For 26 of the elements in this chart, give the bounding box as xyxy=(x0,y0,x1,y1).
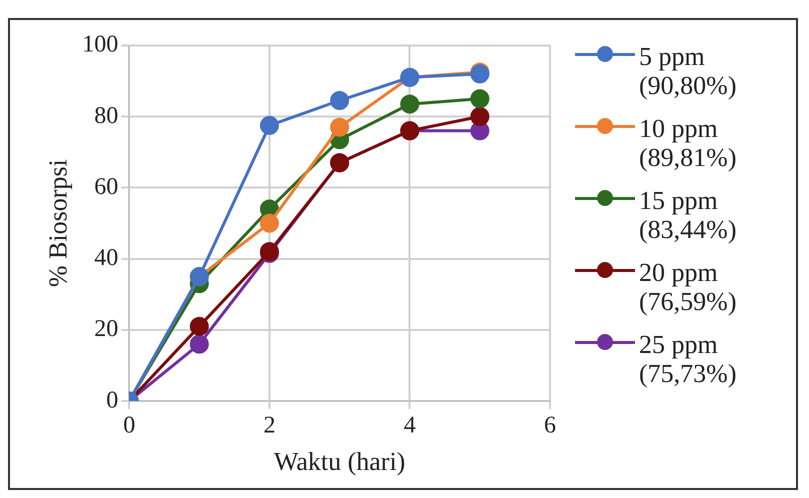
x-tick-label: 4 xyxy=(404,412,416,439)
y-axis-title: % Biosorpsi xyxy=(43,159,72,288)
x-tick-label: 6 xyxy=(544,412,556,439)
legend-label: 5 ppm (90,80%) xyxy=(639,42,738,100)
legend-label: 10 ppm (89,81%) xyxy=(639,114,738,172)
legend-label: 20 ppm (76,59%) xyxy=(639,258,738,316)
point xyxy=(470,89,490,108)
y-tick-label: 100 xyxy=(82,32,118,58)
y-tick-label: 60 xyxy=(94,174,118,200)
point xyxy=(190,334,209,354)
y-tick-label: 0 xyxy=(106,387,118,414)
point xyxy=(190,316,209,336)
x-axis-title: Waktu (hari) xyxy=(274,447,406,476)
y-tick-label: 40 xyxy=(94,245,118,272)
legend-label: 25 ppm (75,73%) xyxy=(639,330,738,388)
point xyxy=(470,107,490,126)
x-tick-label: 2 xyxy=(263,412,276,439)
x-tick-label: 0 xyxy=(123,412,136,439)
y-tick-label: 80 xyxy=(94,102,118,129)
point xyxy=(330,118,350,137)
point xyxy=(260,214,279,233)
point xyxy=(260,116,279,135)
legend-label: 15 ppm (83,44%) xyxy=(639,186,738,244)
point xyxy=(330,91,350,110)
y-tick-label: 20 xyxy=(94,316,118,342)
point xyxy=(400,94,420,114)
